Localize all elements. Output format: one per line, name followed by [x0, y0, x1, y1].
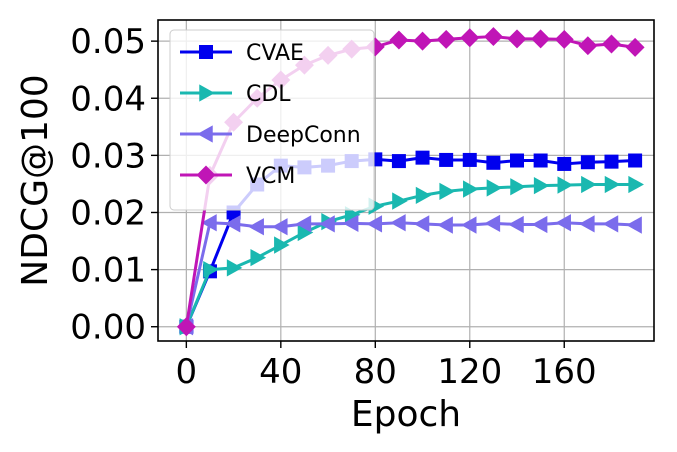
plot-frame	[157, 19, 655, 342]
legend-item-cdl: CDL	[180, 82, 291, 107]
y-tick-label: 0.00	[70, 308, 146, 348]
legend-label-deepconn: DeepConn	[246, 123, 361, 148]
x-tick-label: 80	[354, 352, 397, 392]
data-point-vcm	[483, 27, 503, 47]
data-point-cvae	[628, 153, 643, 168]
data-point-cvae	[486, 155, 501, 170]
data-point-cdl	[628, 175, 644, 194]
x-tick-label: 120	[437, 352, 502, 392]
data-point-deepconn	[366, 215, 383, 233]
data-point-deepconn	[555, 214, 571, 232]
data-point-cdl	[439, 182, 455, 201]
data-point-deepconn	[508, 215, 524, 234]
data-point-deepconn	[295, 215, 312, 233]
data-point-vcm	[389, 30, 409, 50]
tick-layer: 0 40 80 120 160 0.00 0.01 0.02 0.03 0.04 0.05	[70, 22, 596, 392]
data-point-deepconn	[248, 218, 264, 236]
series-deepconn	[177, 214, 642, 336]
legend-item-cvae: CVAE	[180, 41, 304, 66]
y-tick-label: 0.02	[70, 193, 146, 233]
data-point-vcm	[602, 34, 621, 54]
legend-item-deepconn: DeepConn	[180, 123, 361, 148]
data-point-vcm	[507, 29, 527, 49]
data-point-deepconn	[579, 215, 595, 233]
data-point-vcm	[554, 29, 574, 49]
data-point-deepconn	[484, 214, 501, 232]
data-point-vcm	[625, 37, 645, 57]
data-point-cvae	[391, 154, 406, 169]
x-tick-label: 0	[176, 352, 198, 392]
data-point-cdl	[463, 180, 479, 198]
data-point-deepconn	[437, 216, 453, 234]
data-point-deepconn	[531, 215, 548, 234]
legend-marker-cdl	[199, 84, 215, 102]
data-point-cdl	[415, 186, 432, 205]
data-point-deepconn	[413, 215, 430, 233]
y-tick-label: 0.01	[70, 251, 146, 291]
data-point-cdl	[274, 236, 290, 254]
data-point-deepconn	[342, 214, 359, 232]
x-tick-label: 160	[532, 352, 597, 392]
data-point-vcm	[436, 29, 456, 49]
data-point-cdl	[557, 176, 574, 194]
data-point-cdl	[203, 260, 219, 279]
data-point-cdl	[604, 175, 621, 194]
legend-box	[169, 29, 375, 211]
data-point-vcm	[578, 36, 598, 56]
data-point-cvae	[439, 152, 454, 167]
legend-label-cdl: CDL	[246, 82, 291, 107]
data-point-cvae	[533, 153, 548, 168]
data-point-vcm	[176, 317, 196, 337]
legend-marker-cvae	[199, 45, 213, 59]
y-tick-label: 0.03	[70, 136, 146, 176]
data-point-vcm	[413, 31, 433, 51]
data-point-deepconn	[319, 215, 335, 233]
data-point-vcm	[460, 28, 480, 48]
legend-label-vcm: VCM	[246, 164, 295, 189]
x-axis-label: Epoch	[351, 394, 461, 435]
data-point-deepconn	[224, 215, 241, 233]
data-point-cvae	[510, 153, 525, 168]
data-point-deepconn	[390, 214, 406, 232]
data-point-vcm	[531, 29, 551, 49]
data-point-cvae	[557, 156, 572, 171]
y-tick-label: 0.04	[70, 79, 146, 119]
data-point-cdl	[392, 192, 408, 210]
data-point-cvae	[580, 155, 595, 170]
data-point-cdl	[226, 259, 243, 277]
data-point-cdl	[250, 248, 267, 267]
data-point-cdl	[581, 175, 597, 194]
data-point-cvae	[462, 152, 477, 167]
data-point-cvae	[415, 150, 430, 165]
legend-marker-vcm	[196, 165, 216, 185]
legend-item-vcm: VCM	[180, 164, 295, 189]
x-tick-label: 40	[259, 352, 302, 392]
y-tick-label: 0.05	[70, 22, 146, 62]
data-point-deepconn	[460, 216, 477, 234]
axes-frame	[157, 19, 655, 342]
data-point-cvae	[604, 154, 619, 169]
data-point-deepconn	[201, 214, 217, 232]
data-point-deepconn	[602, 215, 619, 233]
series-line-deepconn	[184, 221, 636, 328]
data-point-deepconn	[626, 216, 642, 234]
data-point-cdl	[510, 178, 526, 196]
data-point-cdl	[533, 176, 550, 195]
data-point-cdl	[486, 179, 503, 197]
legend-label-cvae: CVAE	[246, 41, 304, 66]
legend-marker-deepconn	[197, 125, 213, 143]
legend: CVAE CDL DeepConn VCM	[169, 29, 375, 211]
y-axis-label: NDCG@100	[15, 74, 56, 286]
data-point-deepconn	[271, 218, 288, 236]
